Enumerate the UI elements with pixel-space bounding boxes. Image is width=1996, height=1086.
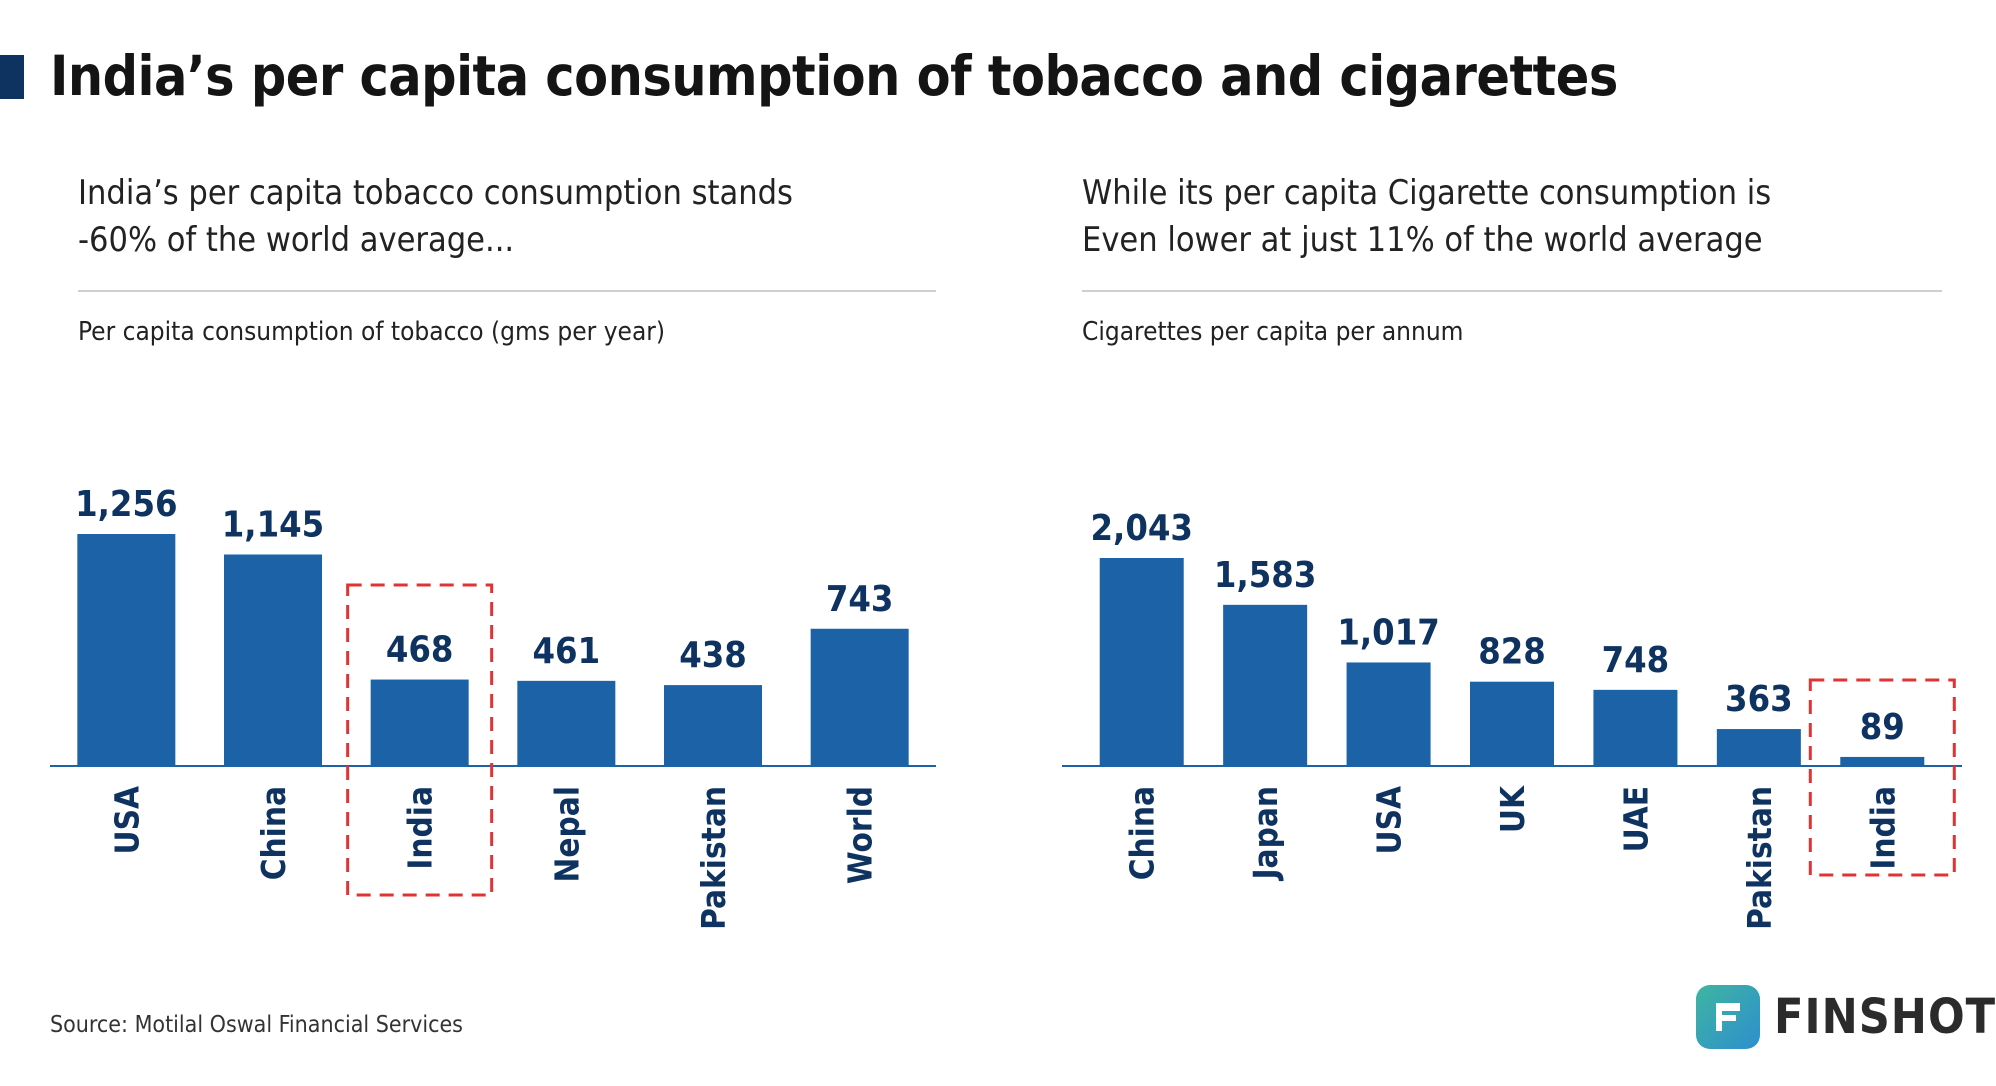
cigarette-bar-uk bbox=[1470, 681, 1554, 766]
cigarette-value-label: 2,043 bbox=[1090, 508, 1192, 549]
cigarette-chart: 2,043 China 1,583 Japan 1,017 USA 828 UK 748 UAE 3… bbox=[1062, 0, 1962, 1086]
cigarette-subtitle: While its per capita Cigarette consumpti… bbox=[1082, 170, 1942, 264]
cigarette-category-label: Pakistan bbox=[1740, 786, 1779, 930]
cigarette-value-label: 1,583 bbox=[1214, 555, 1316, 596]
cigarette-category-label: Japan bbox=[1246, 786, 1285, 882]
tobacco-category-label: Nepal bbox=[547, 786, 586, 882]
tobacco-category-label: China bbox=[254, 786, 293, 880]
tobacco-highlight-box bbox=[346, 583, 494, 897]
tobacco-value-label: 438 bbox=[679, 635, 747, 676]
cigarette-unit-label: Cigarettes per capita per annum bbox=[1082, 317, 1464, 347]
tobacco-value-label: 743 bbox=[826, 579, 894, 620]
cigarette-bar-pakistan bbox=[1716, 729, 1801, 766]
tobacco-bar-india bbox=[370, 679, 469, 766]
brand-name: FINSHOTS bbox=[1774, 989, 1996, 1045]
title-accent-bar bbox=[0, 55, 24, 99]
cigarette-subtitle-line1: While its per capita Cigarette consumpti… bbox=[1082, 173, 1772, 213]
cigarette-divider bbox=[1082, 290, 1942, 292]
tobacco-value-label: 1,145 bbox=[222, 505, 324, 546]
cigarette-category-label: China bbox=[1123, 786, 1162, 880]
tobacco-bar-china bbox=[224, 554, 322, 766]
brand-logo: FINSHOTS bbox=[1696, 985, 1996, 1049]
tobacco-category-label: USA bbox=[107, 786, 146, 854]
tobacco-category-label: India bbox=[401, 786, 440, 870]
tobacco-chart: 1,256 USA 1,145 China 468 India 461 Nepal 438 Pak… bbox=[50, 0, 936, 1086]
tobacco-unit-label: Per capita consumption of tobacco (gms p… bbox=[78, 317, 666, 347]
cigarette-category-label: India bbox=[1863, 786, 1902, 870]
tobacco-bar-usa bbox=[77, 534, 176, 766]
cigarette-panel: While its per capita Cigarette consumpti… bbox=[1082, 170, 1942, 347]
cigarette-value-label: 363 bbox=[1725, 679, 1793, 720]
tobacco-panel: India’s per capita tobacco consumption s… bbox=[78, 170, 936, 347]
tobacco-divider bbox=[78, 290, 936, 292]
cigarette-chart-svg: 2,043 China 1,583 Japan 1,017 USA 828 UK 748 UAE 3… bbox=[1062, 508, 1962, 930]
finshots-logo-icon bbox=[1696, 985, 1760, 1049]
tobacco-chart-svg: 1,256 USA 1,145 China 468 India 461 Nepal 438 Pak… bbox=[50, 484, 936, 930]
cigarette-value-label: 89 bbox=[1860, 707, 1905, 748]
cigarette-value-label: 748 bbox=[1602, 640, 1670, 681]
cigarette-subtitle-line2: Even lower at just 11% of the world aver… bbox=[1082, 220, 1763, 260]
cigarette-highlight-box bbox=[1808, 678, 1956, 877]
cigarette-bar-japan bbox=[1223, 604, 1308, 766]
tobacco-subtitle-line1: India’s per capita tobacco consumption s… bbox=[78, 173, 793, 213]
tobacco-category-label: World bbox=[841, 786, 880, 884]
source-note: Source: Motilal Oswal Financial Services bbox=[50, 1012, 463, 1038]
page-title: India’s per capita consumption of tobacc… bbox=[50, 44, 1618, 108]
tobacco-subtitle-line2: -60% of the world average... bbox=[78, 220, 515, 260]
tobacco-value-label: 461 bbox=[533, 631, 601, 672]
cigarette-bar-india bbox=[1840, 756, 1925, 766]
tobacco-bar-pakistan bbox=[664, 685, 762, 766]
tobacco-value-label: 468 bbox=[386, 630, 454, 671]
cigarette-value-label: 828 bbox=[1478, 632, 1546, 673]
tobacco-subtitle: India’s per capita tobacco consumption s… bbox=[78, 170, 936, 264]
tobacco-value-label: 1,256 bbox=[75, 484, 177, 525]
cigarette-value-label: 1,017 bbox=[1337, 612, 1439, 653]
tobacco-bar-world bbox=[810, 628, 909, 766]
cigarette-category-label: UK bbox=[1493, 785, 1532, 833]
tobacco-bar-nepal bbox=[517, 680, 616, 766]
cigarette-category-label: USA bbox=[1370, 786, 1409, 854]
tobacco-category-label: Pakistan bbox=[694, 786, 733, 930]
cigarette-bar-china bbox=[1099, 558, 1184, 766]
cigarette-bar-uae bbox=[1593, 689, 1678, 766]
cigarette-category-label: UAE bbox=[1616, 786, 1655, 852]
cigarette-bar-usa bbox=[1346, 662, 1431, 766]
